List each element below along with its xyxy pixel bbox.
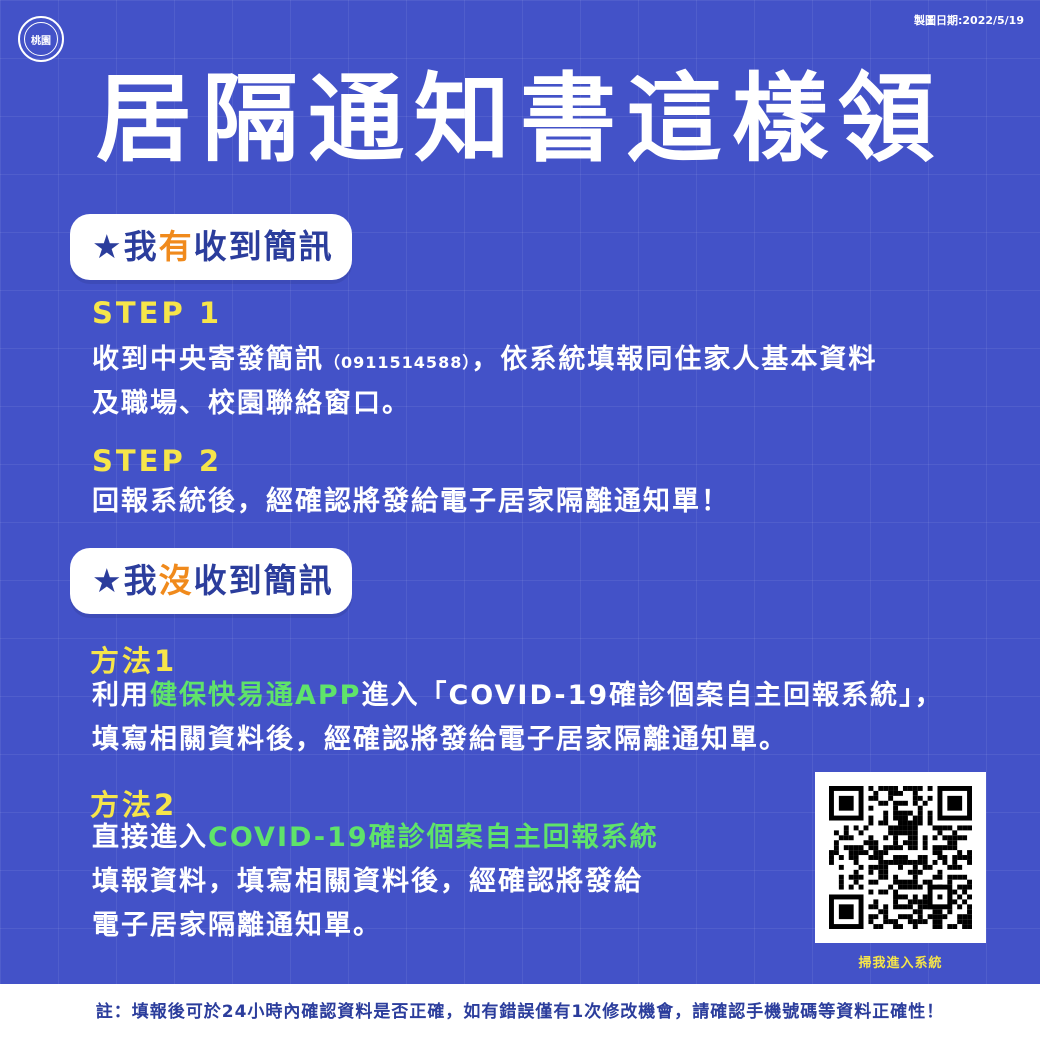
header-text-pre: 我 bbox=[123, 227, 159, 266]
sms-number: （0911514588） bbox=[324, 353, 472, 372]
header-text-post: 收到簡訊 bbox=[193, 561, 334, 600]
footer-note: 註：填報後可於24小時內確認資料是否正確，如有錯誤僅有1次修改機會，請確認手機號… bbox=[0, 984, 1040, 1040]
method-2-line-1: 直接進入COVID-19確診個案自主回報系統 bbox=[92, 822, 659, 853]
method-1-line-1: 利用健保快易通APP進入「COVID-19確診個案自主回報系統」， bbox=[92, 680, 944, 711]
method-2-line-3: 電子居家隔離通知單。 bbox=[92, 910, 382, 941]
step-1-line-1: 收到中央寄發簡訊（0911514588），依系統填報同住家人基本資料 bbox=[92, 344, 878, 375]
taoyuan-logo: 桃園 bbox=[18, 16, 64, 62]
system-name: COVID-19確診個案自主回報系統 bbox=[208, 822, 659, 853]
method-2-label: 方法2 bbox=[90, 788, 178, 822]
step-1-label: STEP 1 bbox=[92, 296, 223, 330]
header-text-post: 收到簡訊 bbox=[193, 227, 334, 266]
step-2-label: STEP 2 bbox=[92, 444, 223, 478]
header-highlight: 有 bbox=[158, 227, 194, 266]
header-text-pre: 我 bbox=[123, 561, 159, 600]
method-1-label: 方法1 bbox=[90, 644, 178, 678]
qr-caption: 掃我進入系統 bbox=[858, 956, 943, 971]
made-date: 製圖日期:2022/5/19 bbox=[913, 14, 1024, 27]
logo-text: 桃園 bbox=[31, 35, 51, 47]
step-1-line-2: 及職場、校園聯絡窗口。 bbox=[92, 388, 411, 419]
section-not-received-header: ★我沒收到簡訊 bbox=[70, 548, 352, 614]
method-1-line-2: 填寫相關資料後，經確認將發給電子居家隔離通知單。 bbox=[92, 724, 788, 755]
method-2-line-2: 填報資料，填寫相關資料後，經確認將發給 bbox=[92, 866, 643, 897]
star-icon: ★ bbox=[92, 561, 124, 600]
app-name: 健保快易通APP bbox=[150, 680, 362, 711]
step-2-line-1: 回報系統後，經確認將發給電子居家隔離通知單！ bbox=[92, 486, 730, 517]
qr-code[interactable] bbox=[815, 772, 986, 943]
star-icon: ★ bbox=[92, 227, 124, 266]
section-received-header: ★我有收到簡訊 bbox=[70, 214, 352, 280]
header-highlight: 沒 bbox=[158, 561, 194, 600]
qr-code-icon bbox=[829, 786, 972, 929]
page-title: 居隔通知書這樣領 bbox=[96, 63, 944, 175]
